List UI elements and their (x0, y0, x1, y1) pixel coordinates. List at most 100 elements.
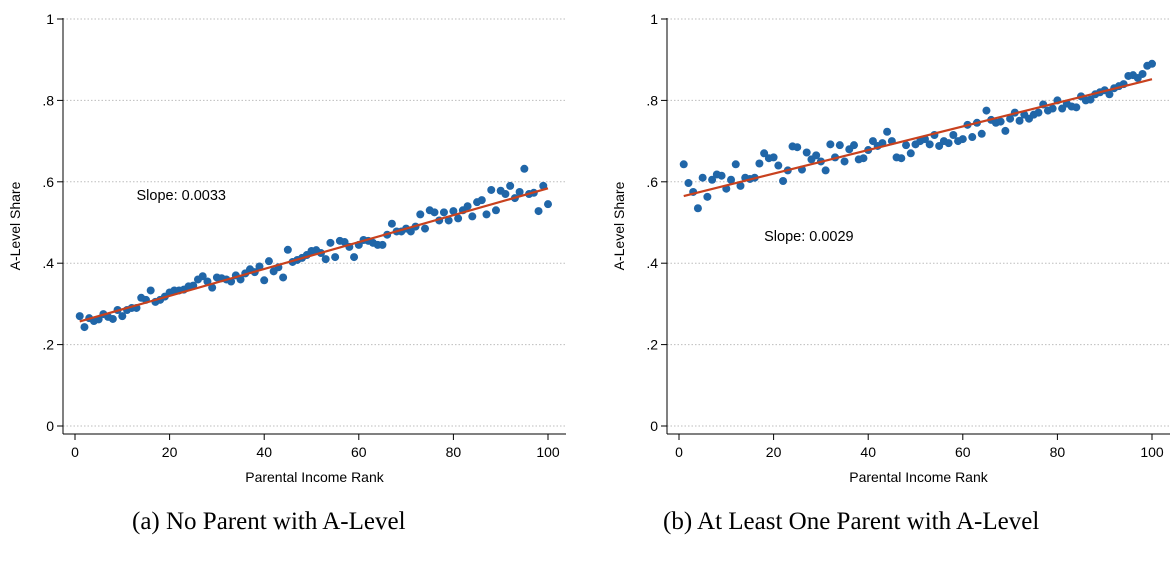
data-point (326, 238, 335, 247)
data-point (331, 253, 340, 262)
data-point (449, 207, 458, 216)
data-point (698, 173, 707, 182)
data-point (321, 255, 330, 264)
data-point (544, 200, 552, 209)
data-point (491, 206, 500, 215)
data-point (850, 141, 859, 150)
slope-annotation: Slope: 0.0033 (136, 188, 226, 204)
data-point (821, 166, 830, 175)
data-point (1001, 126, 1010, 135)
data-point (1006, 114, 1015, 123)
data-point (108, 314, 117, 323)
data-point (1138, 69, 1147, 78)
data-point (279, 273, 288, 282)
data-point (779, 176, 788, 185)
data-point (350, 253, 359, 262)
data-point (755, 159, 764, 168)
data-point (944, 139, 953, 148)
data-point (1048, 104, 1057, 113)
x-tick-label: 40 (256, 444, 272, 460)
data-point (444, 216, 453, 225)
data-point (1072, 103, 1081, 112)
data-point (468, 212, 477, 221)
fit-line (79, 187, 549, 323)
data-point (859, 154, 868, 163)
x-tick-label: 0 (71, 444, 79, 460)
data-point (378, 240, 387, 249)
y-tick-label: .2 (646, 337, 658, 353)
data-point (264, 257, 273, 266)
data-point (958, 135, 967, 144)
data-point (1034, 108, 1043, 117)
data-point (925, 140, 934, 149)
x-tick-label: 20 (766, 444, 782, 460)
data-point (80, 323, 89, 332)
data-point (75, 312, 84, 321)
x-tick-label: 0 (675, 444, 683, 460)
data-point (906, 149, 915, 158)
data-point (539, 181, 548, 190)
x-tick-label: 100 (536, 444, 560, 460)
data-point (501, 190, 510, 199)
x-tick-label: 80 (1050, 444, 1066, 460)
scatter-chart-b: 0 .2 .4 .6 .8 1 0 20 40 60 80 100 Parental Income Ra… (611, 11, 1170, 485)
data-point (1086, 95, 1095, 104)
data-point (793, 143, 802, 152)
data-point (487, 185, 496, 194)
data-point (717, 171, 726, 180)
data-point (534, 207, 543, 216)
slope-annotation: Slope: 0.0029 (764, 229, 854, 245)
data-point (454, 214, 463, 223)
chart-panel-a: 0 .2 .4 .6 .8 1 0 20 40 60 80 100 Parental Income Ra… (0, 0, 585, 500)
data-point (727, 175, 736, 184)
data-point (693, 204, 702, 213)
data-point (949, 130, 958, 139)
data-point (118, 312, 127, 321)
y-tick-label: .8 (646, 92, 658, 108)
data-point (826, 140, 835, 149)
y-axis-title: A-Level Share (7, 181, 23, 270)
fit-line (683, 78, 1153, 198)
data-point (236, 275, 245, 284)
scatter-chart-a: 0 .2 .4 .6 .8 1 0 20 40 60 80 100 Parental Income Ra… (7, 11, 566, 485)
data-point (769, 153, 778, 162)
y-tick-label: .4 (42, 255, 54, 271)
data-point (902, 141, 911, 150)
data-point (430, 208, 439, 217)
data-point (684, 179, 693, 188)
data-point (1105, 90, 1114, 99)
data-point (897, 154, 906, 163)
data-point (520, 164, 529, 173)
data-point (146, 286, 155, 295)
x-axis-title: Parental Income Rank (849, 469, 989, 485)
x-axis-title: Parental Income Rank (245, 469, 385, 485)
data-point (255, 262, 264, 271)
data-point (802, 148, 811, 157)
data-point (208, 283, 217, 292)
chart-panel-b: 0 .2 .4 .6 .8 1 0 20 40 60 80 100 Parental Income Ra… (588, 0, 1173, 500)
x-tick-label: 20 (162, 444, 178, 460)
data-point (198, 272, 207, 281)
y-tick-label: 1 (46, 11, 54, 27)
x-tick-label: 80 (446, 444, 462, 460)
x-tick-label: 40 (860, 444, 876, 460)
y-tick-label: 0 (46, 418, 54, 434)
data-point (1148, 59, 1156, 68)
data-point (883, 127, 892, 136)
data-point (387, 219, 396, 228)
y-axis-title: A-Level Share (611, 181, 627, 270)
y-tick-label: 1 (650, 11, 658, 27)
data-point (774, 161, 783, 170)
data-point (703, 192, 712, 201)
y-tick-label: .6 (42, 174, 54, 190)
y-tick-label: .2 (42, 337, 54, 353)
data-point (977, 129, 986, 138)
data-point (260, 276, 269, 285)
x-tick-label: 100 (1140, 444, 1164, 460)
y-tick-label: .6 (646, 174, 658, 190)
y-tick-label: 0 (650, 418, 658, 434)
data-point (1015, 116, 1024, 125)
data-point (736, 181, 745, 190)
data-point (416, 210, 425, 219)
data-point (439, 208, 448, 217)
